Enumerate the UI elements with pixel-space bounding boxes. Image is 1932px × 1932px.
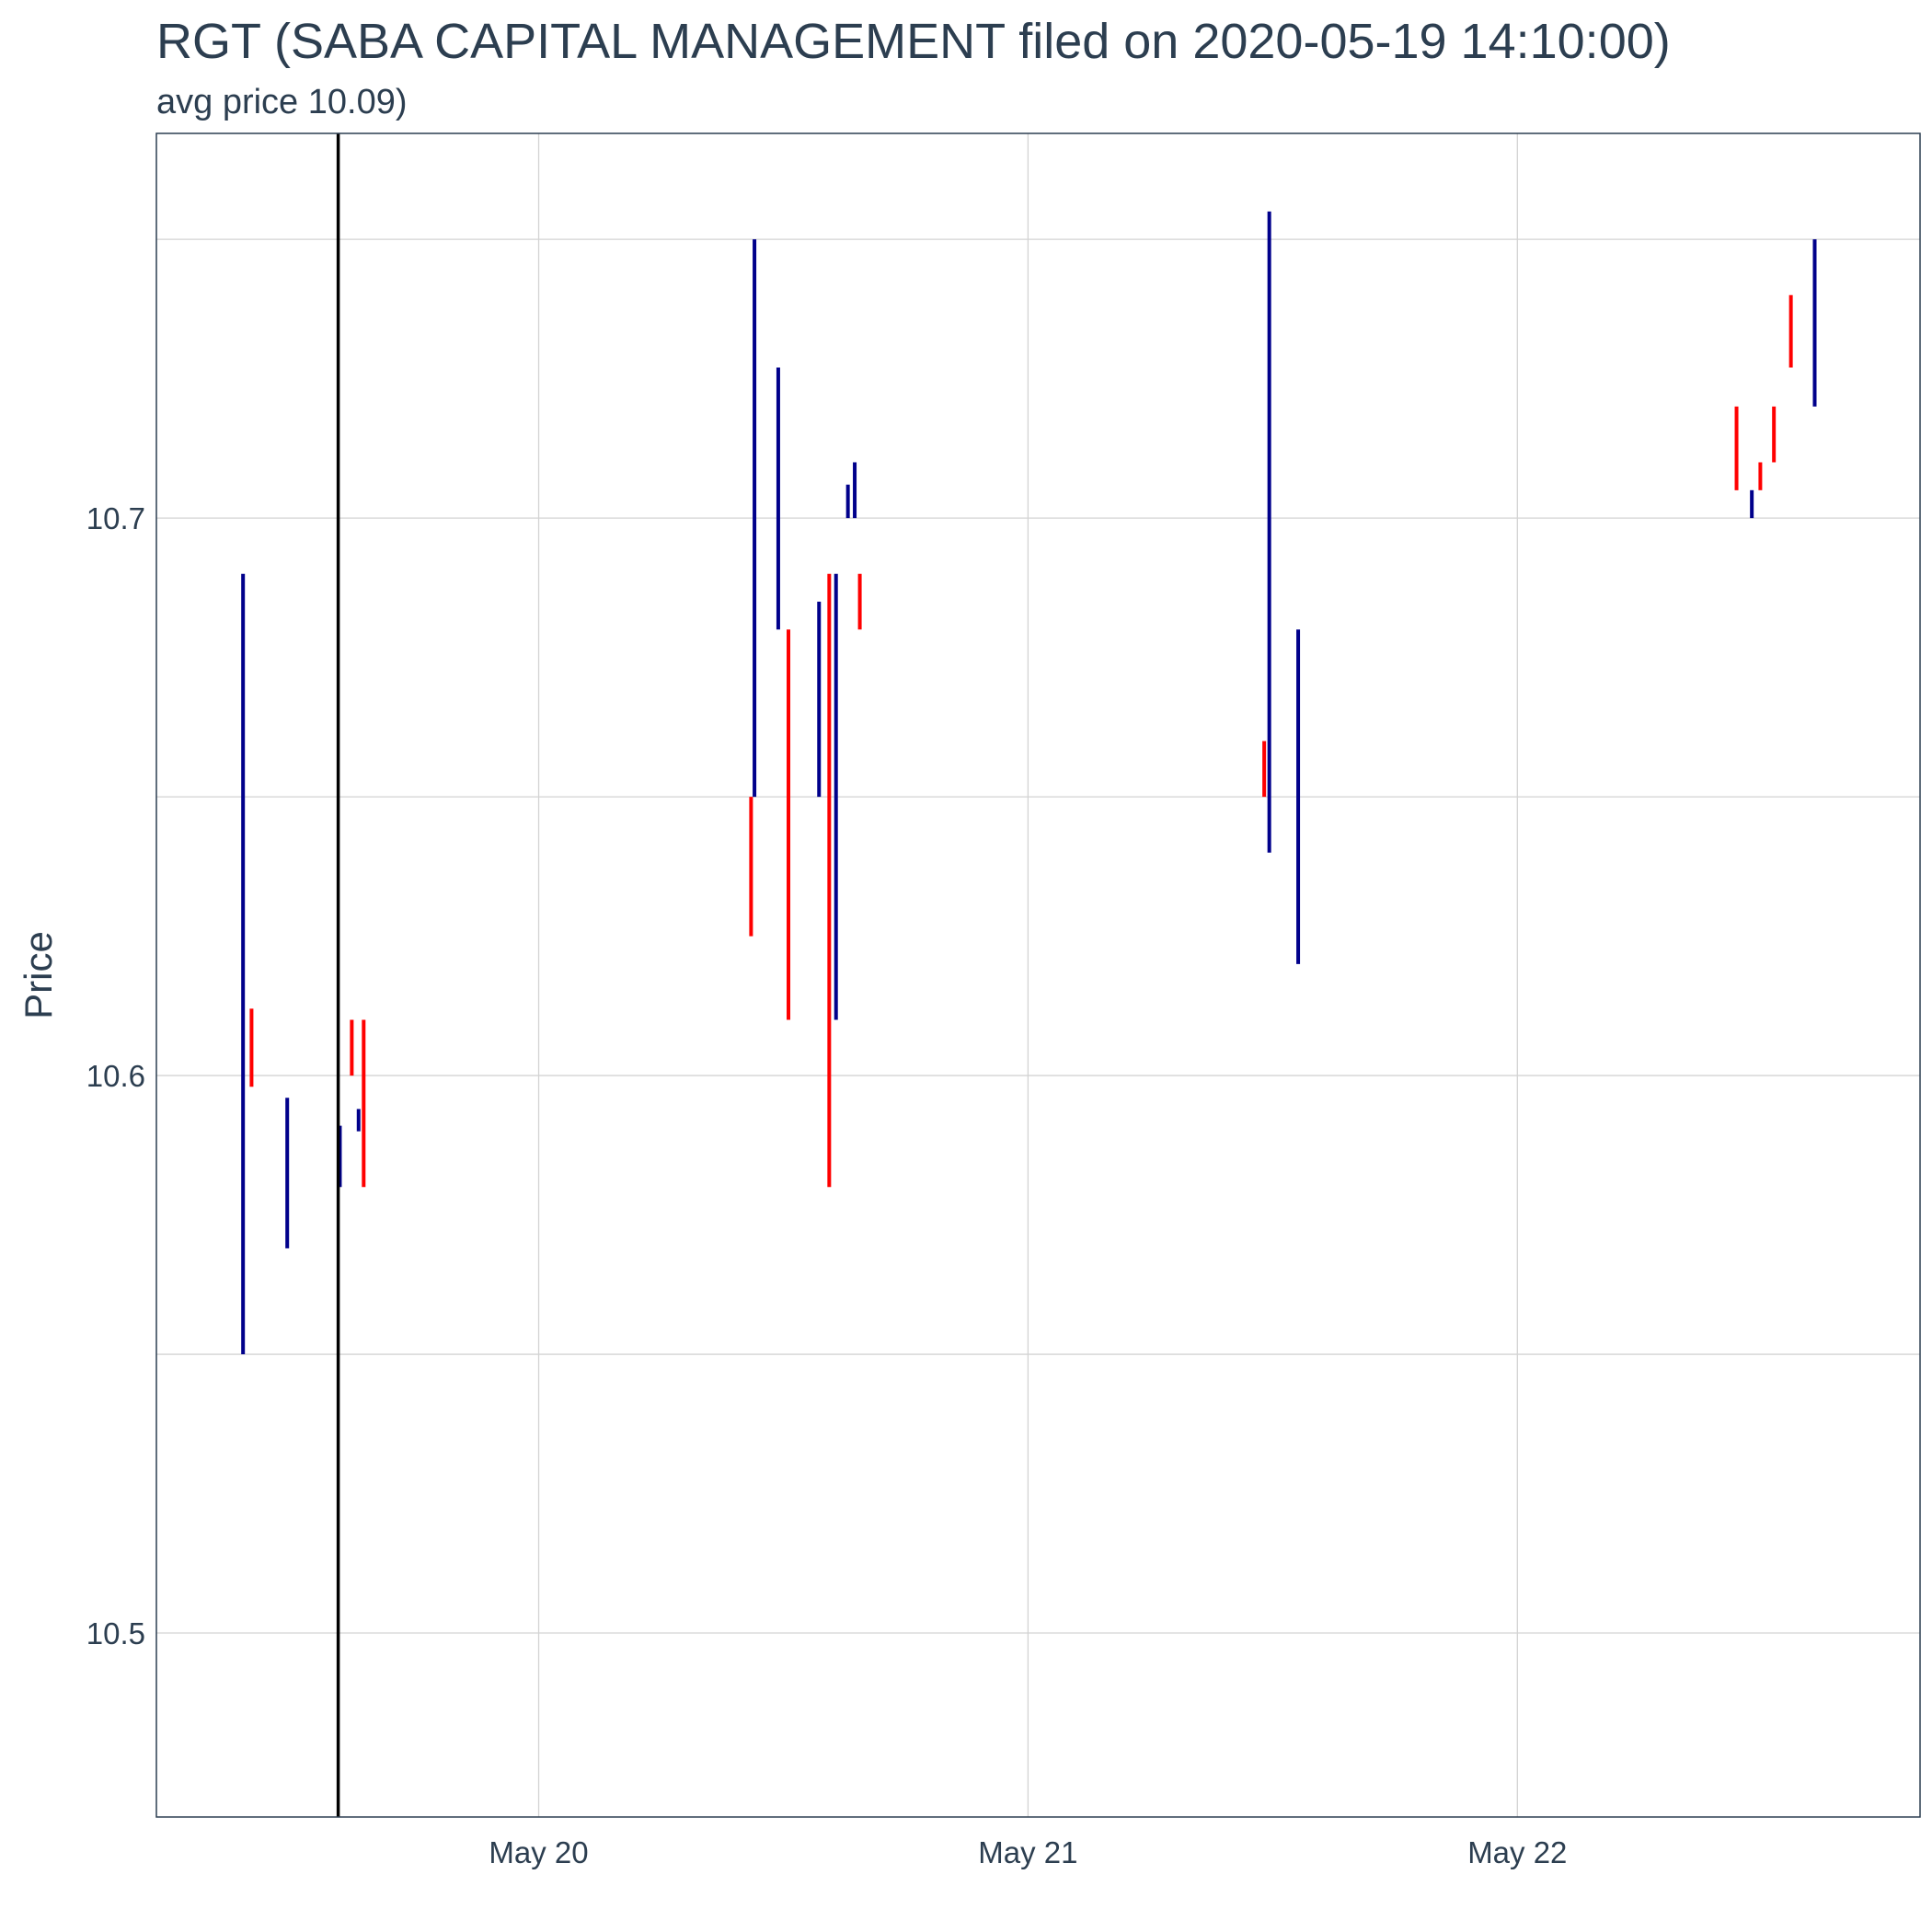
chart-title: RGT (SABA CAPITAL MANAGEMENT filed on 20… [156, 14, 1671, 69]
y-axis-title: Price [17, 931, 60, 1019]
panel-border [155, 132, 1921, 1818]
grid-lines [156, 133, 1920, 1817]
x-tick-label: May 20 [489, 1835, 588, 1869]
y-tick-label: 10.5 [86, 1616, 145, 1650]
x-tick-label: May 22 [1467, 1835, 1567, 1869]
x-tick-label: May 21 [978, 1835, 1077, 1869]
y-tick-label: 10.6 [86, 1059, 145, 1093]
y-tick-label: 10.7 [86, 501, 145, 535]
y-axis-ticks: 10.5 10.6 10.7 [86, 501, 145, 1650]
price-bars [241, 211, 1817, 1355]
chart-subtitle: avg price 10.09) [156, 83, 408, 121]
x-axis-ticks: May 20 May 21 May 22 [489, 1835, 1567, 1869]
